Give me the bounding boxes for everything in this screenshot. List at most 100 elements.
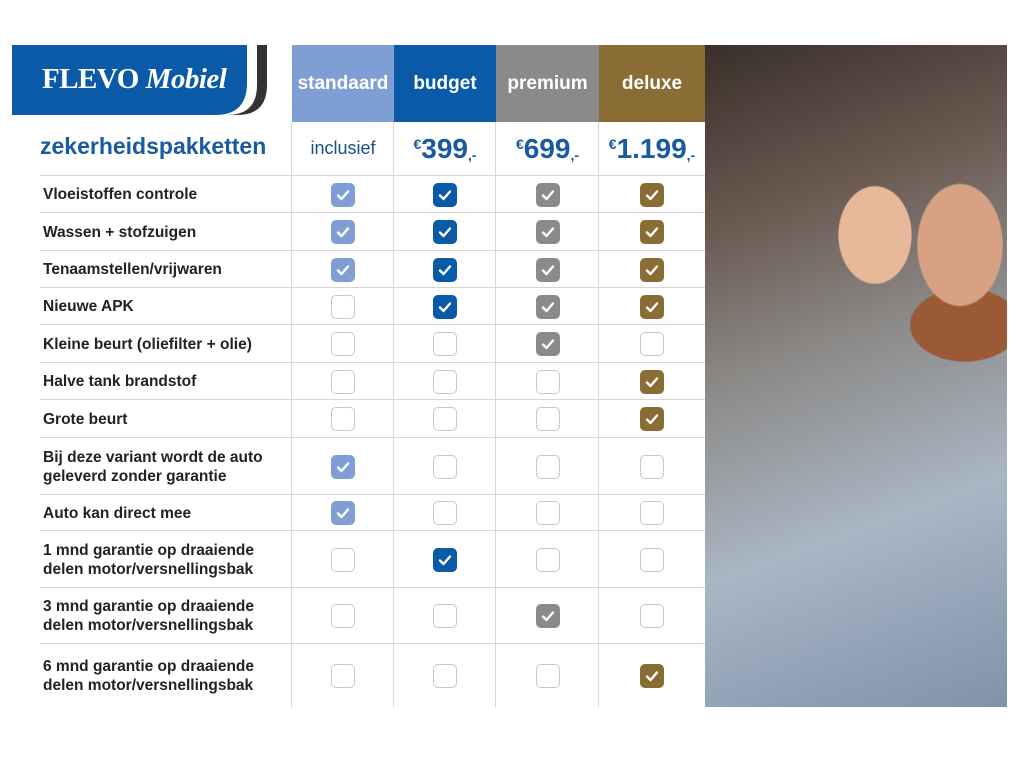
- page-title: zekerheidspakketten: [40, 133, 267, 159]
- checkbox-standaard-checked: [331, 501, 355, 525]
- currency: €: [413, 136, 422, 152]
- checkbox-premium-unchecked: [535, 547, 560, 572]
- checkbox-premium-unchecked: [535, 407, 560, 431]
- couple-in-car-photo: [705, 45, 1007, 707]
- checkbox-budget-unchecked: [433, 664, 457, 688]
- checkbox-budget-unchecked: [433, 604, 457, 628]
- check-icon: [645, 227, 659, 238]
- currency: €: [515, 136, 524, 152]
- checkbox-deluxe-unchecked: [640, 332, 664, 356]
- checkbox-standaard-unchecked: [331, 332, 355, 356]
- feature-label: 6 mnd garantie op draaiende delen motor/…: [43, 658, 255, 694]
- feature-row: Vloeistoffen controle: [40, 175, 705, 213]
- checkbox-budget-checked: [433, 220, 457, 244]
- checkbox-budget-checked: [433, 547, 457, 572]
- price-suffix: ,-: [686, 147, 696, 163]
- checkbox-standaard-unchecked: [331, 604, 355, 628]
- checkbox-budget-checked: [433, 294, 457, 319]
- feature-row: Halve tank brandstof: [40, 362, 705, 400]
- check-icon: [336, 508, 350, 519]
- checkbox-premium-checked: [535, 332, 560, 356]
- checkbox-deluxe-checked: [640, 294, 664, 319]
- feature-label: 3 mnd garantie op draaiende delen motor/…: [43, 598, 255, 634]
- feature-label: Grote beurt: [43, 410, 128, 428]
- package-price-budget: €399 ,-: [394, 122, 496, 175]
- checkbox-premium-checked: [535, 182, 560, 207]
- check-icon: [645, 376, 659, 387]
- check-icon: [645, 301, 659, 312]
- checkbox-standaard-unchecked: [331, 664, 355, 688]
- checkbox-standaard-checked: [331, 182, 355, 207]
- package-header-standaard: standaard: [292, 45, 394, 122]
- check-icon: [541, 339, 554, 350]
- check-icon: [438, 227, 452, 238]
- check-icon: [438, 301, 452, 312]
- checkbox-deluxe-checked: [640, 369, 664, 394]
- checkbox-standaard-checked: [331, 454, 355, 479]
- check-icon: [541, 227, 554, 238]
- checkbox-deluxe-unchecked: [640, 604, 664, 628]
- checkbox-premium-unchecked: [535, 369, 560, 394]
- package-header-premium: premium: [496, 45, 599, 122]
- checkbox-premium-checked: [535, 220, 560, 244]
- checkbox-budget-unchecked: [433, 369, 457, 394]
- checkbox-deluxe-unchecked: [640, 454, 664, 479]
- checkbox-deluxe-checked: [640, 220, 664, 244]
- check-icon: [541, 189, 554, 200]
- feature-row: Kleine beurt (oliefilter + olie): [40, 324, 705, 363]
- price-value: 1.199: [616, 132, 687, 164]
- package-header-deluxe: deluxe: [599, 45, 705, 122]
- checkbox-budget-unchecked: [433, 454, 457, 479]
- checkbox-deluxe-checked: [640, 257, 664, 282]
- check-icon: [336, 189, 350, 200]
- brand-logo: FLEVO Mobiel: [12, 45, 267, 115]
- package-header-budget: budget: [394, 45, 496, 122]
- check-icon: [645, 264, 659, 275]
- checkbox-premium-checked: [535, 257, 560, 282]
- checkbox-standaard-checked: [331, 220, 355, 244]
- checkbox-deluxe-checked: [640, 664, 664, 688]
- check-icon: [645, 414, 659, 425]
- checkbox-budget-unchecked: [433, 501, 457, 525]
- checkbox-standaard-unchecked: [331, 294, 355, 319]
- feature-row: 1 mnd garantie op draaiende delen motor/…: [40, 530, 705, 588]
- feature-label: Vloeistoffen controle: [43, 186, 198, 203]
- feature-row: Grote beurt: [40, 399, 705, 438]
- feature-label: Kleine beurt (oliefilter + olie): [43, 335, 252, 353]
- price-value: 399: [421, 132, 468, 164]
- check-icon: [438, 554, 452, 565]
- checkbox-premium-checked: [535, 604, 560, 628]
- checkbox-standaard-unchecked: [331, 369, 355, 394]
- package-price-premium: €699 ,-: [496, 122, 599, 175]
- checkbox-budget-unchecked: [433, 407, 457, 431]
- package-price-deluxe: €1.199 ,-: [599, 122, 705, 175]
- checkbox-premium-checked: [535, 294, 560, 319]
- check-icon: [541, 611, 554, 622]
- check-icon: [645, 671, 659, 682]
- check-icon: [336, 227, 350, 238]
- feature-label: Wassen + stofzuigen: [43, 223, 197, 241]
- check-icon: [541, 264, 554, 275]
- feature-row: Nieuwe APK: [40, 287, 705, 325]
- checkbox-budget-checked: [433, 257, 457, 282]
- price-suffix: ,-: [467, 147, 477, 163]
- price-suffix: ,-: [570, 147, 580, 163]
- checkbox-deluxe-unchecked: [640, 501, 664, 525]
- column-divider: [598, 122, 599, 707]
- feature-label: Bij deze variant wordt de auto geleverd …: [43, 448, 263, 485]
- check-icon: [336, 264, 350, 275]
- feature-row: 6 mnd garantie op draaiende delen motor/…: [40, 643, 705, 708]
- feature-row: Tenaamstellen/vrijwaren: [40, 250, 705, 288]
- check-icon: [541, 301, 554, 312]
- package-price-standaard: inclusief: [310, 138, 376, 158]
- currency: €: [608, 136, 617, 152]
- checkbox-premium-unchecked: [535, 664, 560, 688]
- checkbox-premium-unchecked: [535, 454, 560, 479]
- feature-row: Wassen + stofzuigen: [40, 212, 705, 251]
- feature-row: 3 mnd garantie op draaiende delen motor/…: [40, 587, 705, 644]
- check-icon: [645, 189, 659, 200]
- feature-label: Nieuwe APK: [43, 298, 134, 315]
- checkbox-standaard-checked: [331, 257, 355, 282]
- checkbox-deluxe-unchecked: [640, 547, 664, 572]
- feature-row: Bij deze variant wordt de auto geleverd …: [40, 437, 705, 495]
